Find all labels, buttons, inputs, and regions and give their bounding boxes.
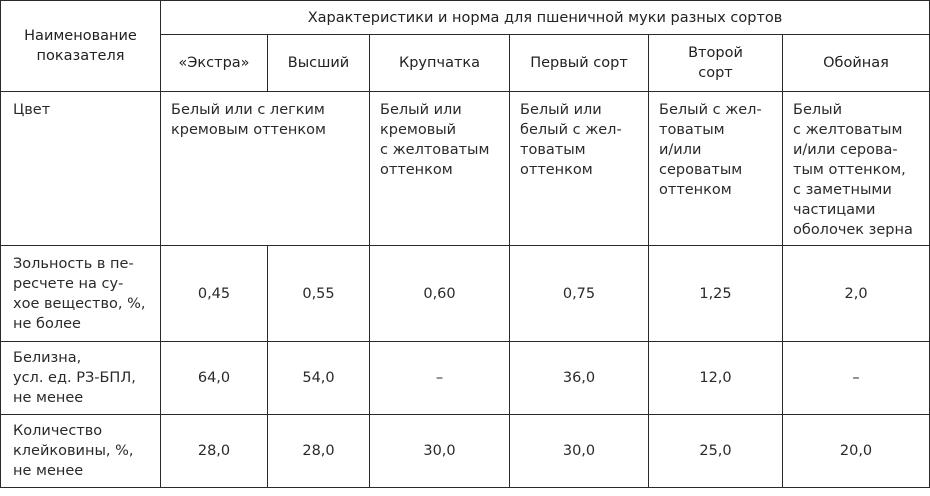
- header-grade-highest: Высший: [267, 34, 370, 92]
- cell: 0,60: [369, 245, 510, 342]
- header-grade-krupchatka: Крупчатка: [369, 34, 510, 92]
- header-grade-extra: «Экстра»: [160, 34, 268, 92]
- cell: 1,25: [648, 245, 783, 342]
- cell: Белый или белый с жел- товатым оттенком: [509, 91, 649, 246]
- cell: Белый или кремовый с желтоватым оттенком: [369, 91, 510, 246]
- row-label: Цвет: [0, 91, 161, 246]
- cell: 2,0: [781, 245, 930, 342]
- cell: Белый с жел- товатым и/или сероватым отт…: [648, 91, 783, 246]
- cell: 28,0: [267, 414, 370, 488]
- header-grade-wholegrain: Обойная: [781, 34, 930, 92]
- cell: 28,0: [160, 414, 268, 488]
- table-row-gluten: Количество клейковины, %, не менее 28,0 …: [0, 414, 930, 488]
- cell: Белый или с легким кремовым оттенком: [160, 91, 370, 246]
- header-grade-second: Второй сорт: [648, 34, 783, 92]
- cell: 25,0: [648, 414, 783, 488]
- table-row-whiteness: Белизна, усл. ед. РЗ-БПЛ, не менее 64,0 …: [0, 341, 930, 415]
- cell: Белый с желтоватым и/или серова- тым отт…: [781, 91, 930, 246]
- table-row-color: Цвет Белый или с легким кремовым оттенко…: [0, 91, 930, 246]
- cell: 0,75: [509, 245, 649, 342]
- header-row-group: Наименование показателя Характеристики и…: [0, 0, 930, 92]
- cell: 54,0: [267, 341, 370, 415]
- cell: 30,0: [369, 414, 510, 488]
- row-label: Количество клейковины, %, не менее: [0, 414, 161, 488]
- header-row-grades: «Экстра» Высший Крупчатка Первый сорт Вт…: [1, 34, 930, 92]
- cell: 12,0: [648, 341, 783, 415]
- cell: 20,0: [781, 414, 930, 488]
- header-grade-first: Первый сорт: [509, 34, 649, 92]
- cell: 36,0: [509, 341, 649, 415]
- cell: 0,55: [267, 245, 370, 342]
- cell: 64,0: [160, 341, 268, 415]
- row-label: Белизна, усл. ед. РЗ-БПЛ, не менее: [0, 341, 161, 415]
- row-label: Зольность в пе- ресчете на су- хое вещес…: [0, 245, 161, 342]
- header-indicator: Наименование показателя: [0, 0, 161, 92]
- table-row-ash: Зольность в пе- ресчете на су- хое вещес…: [0, 245, 930, 342]
- cell: –: [781, 341, 930, 415]
- header-group: Характеристики и норма для пшеничной мук…: [159, 0, 930, 35]
- cell: 30,0: [509, 414, 649, 488]
- cell: 0,45: [160, 245, 268, 342]
- cell: –: [369, 341, 510, 415]
